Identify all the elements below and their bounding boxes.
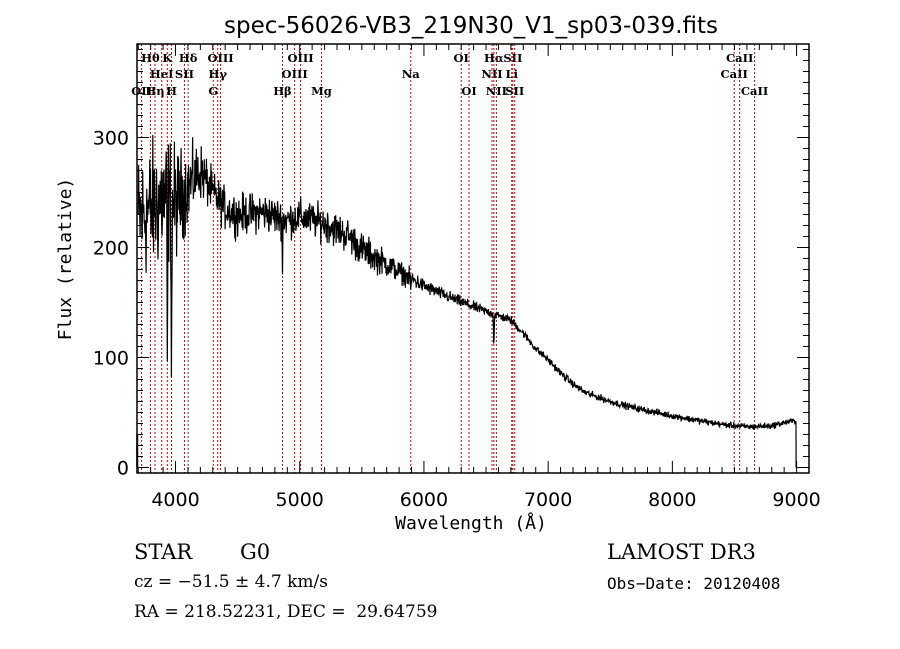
object-subclass: G0 (240, 540, 271, 564)
observation-date: Obs−Date: 20120408 (607, 574, 781, 593)
line-marker-label: Na (402, 67, 421, 81)
line-marker-label: SII (175, 67, 194, 81)
line-marker-label: OI (453, 51, 468, 65)
line-marker-label: Hβ (273, 84, 292, 98)
survey-name: LAMOST DR3 (607, 540, 756, 564)
plot-frame (136, 43, 810, 474)
line-marker-label: Hγ (209, 67, 228, 81)
redshift-readout: cz = −51.5 ± 4.7 km/s (134, 572, 328, 592)
object-class: STAR (134, 540, 193, 564)
y-axis-label: Flux (relative) (55, 178, 76, 341)
y-tick-label: 0 (117, 458, 129, 480)
line-marker-label: Mg (311, 84, 332, 98)
y-tick-label: 300 (93, 128, 129, 150)
line-marker-label: CaII (741, 84, 768, 98)
line-marker-label: SII (503, 51, 522, 65)
line-marker-label: Hα (484, 51, 504, 65)
x-axis: 4000 5000 6000 7000 8000 9000 (137, 44, 821, 511)
spectrum-line (137, 134, 797, 468)
y-axis: 0 100 200 300 (93, 49, 809, 480)
x-tick-label: 5000 (276, 489, 324, 511)
line-marker-label: CaII (726, 51, 753, 65)
line-marker-label: OIII (282, 67, 308, 81)
chart-title: spec-56026-VB3_219N30_V1_sp03-039.fits (224, 13, 718, 39)
line-marker-label: Hθ (141, 51, 160, 65)
y-tick-label: 200 (93, 238, 129, 260)
line-marker-label: Li (506, 67, 519, 81)
line-marker-label: OIII (208, 51, 234, 65)
line-marker-label: OIII (288, 51, 314, 65)
x-tick-label: 9000 (772, 489, 820, 511)
x-tick-label: 7000 (524, 489, 572, 511)
x-tick-label: 6000 (400, 489, 448, 511)
line-marker-label: G (208, 84, 218, 98)
x-tick-label: 4000 (151, 489, 199, 511)
line-marker-label: Hη (145, 84, 164, 98)
line-marker-label: K (162, 51, 173, 65)
spectrum-layer (136, 134, 797, 468)
coordinates-readout: RA = 218.52231, DEC = 29.64759 (134, 602, 438, 622)
line-marker-label: NII (486, 84, 507, 98)
y-tick-label: 100 (93, 348, 129, 370)
line-marker-label: OI (461, 84, 476, 98)
line-marker-label: CaII (721, 67, 748, 81)
line-markers: OIIHθHηHeIKHSIIHδGHγOIIIHβOIIIOIIIMgNaOI… (131, 44, 768, 473)
line-marker-label: H (166, 84, 177, 98)
x-tick-label: 8000 (648, 489, 696, 511)
line-marker-label: SII (505, 84, 524, 98)
x-axis-label: Wavelength (Å) (395, 512, 547, 534)
line-marker-label: Hδ (179, 51, 198, 65)
line-marker-label: HeI (150, 67, 174, 81)
line-marker-label: NII (481, 67, 502, 81)
